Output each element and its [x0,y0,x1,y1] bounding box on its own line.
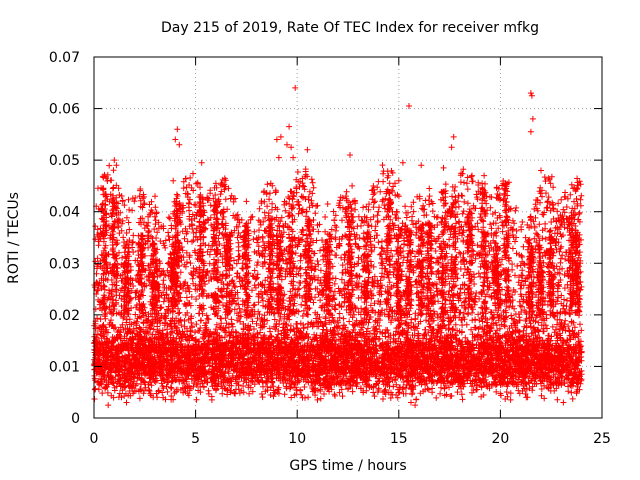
x-tick-label: 20 [491,431,509,447]
x-axis-label: GPS time / hours [289,458,406,474]
y-tick-label: 0.02 [49,308,80,324]
x-tick-label: 0 [90,431,99,447]
y-tick-label: 0.06 [49,102,80,118]
chart-title: Day 215 of 2019, Rate Of TEC Index for r… [161,20,539,36]
y-tick-label: 0 [71,411,80,427]
y-tick-label: 0.07 [49,50,80,66]
y-axis-label: ROTI / TECUs [6,192,22,284]
x-tick-labels: 0 5 10 15 20 25 [90,431,611,447]
x-tick-label: 25 [593,431,611,447]
x-tick-label: 10 [288,431,306,447]
x-tick-label: 5 [191,431,200,447]
plot-frame [93,56,603,419]
y-tick-label: 0.03 [49,256,80,272]
data-points [91,84,585,409]
y-tick-label: 0.05 [49,153,80,169]
axis-ticks [93,56,603,419]
y-tick-labels: 0 0.01 0.02 0.03 0.04 0.05 0.06 0.07 [49,50,80,427]
roti-markers [91,84,585,409]
y-tick-label: 0.01 [49,359,80,375]
y-tick-label: 0.04 [49,205,80,221]
x-tick-label: 15 [390,431,408,447]
